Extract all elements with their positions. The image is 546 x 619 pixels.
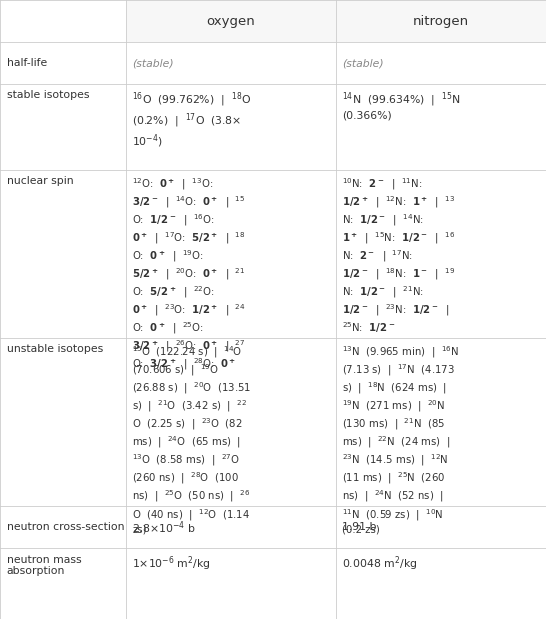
Text: nitrogen: nitrogen — [413, 14, 469, 28]
Text: 0.0048 m$^2$/kg: 0.0048 m$^2$/kg — [342, 555, 418, 573]
Text: $^{12}$O:  $\mathbf{0^+}$  |  $^{13}$O:
$\mathbf{3/2^-}$  |  $^{14}$O:  $\mathbf: $^{12}$O: $\mathbf{0^+}$ | $^{13}$O: $\m… — [132, 176, 246, 372]
Text: half-life: half-life — [7, 58, 47, 68]
Text: 1.91 b: 1.91 b — [342, 522, 377, 532]
Text: nuclear spin: nuclear spin — [7, 176, 73, 186]
Text: $1{\times}10^{-6}$ m$^2$/kg: $1{\times}10^{-6}$ m$^2$/kg — [132, 555, 211, 573]
Text: $^{16}$O  (99.762%)  |  $^{18}$O
(0.2%)  |  $^{17}$O  (3.8×
10$^{-4}$): $^{16}$O (99.762%) | $^{18}$O (0.2%) | $… — [132, 90, 251, 150]
Text: $^{14}$N  (99.634%)  |  $^{15}$N
(0.366%): $^{14}$N (99.634%) | $^{15}$N (0.366%) — [342, 90, 461, 121]
Text: $2.8{\times}10^{-4}$ b: $2.8{\times}10^{-4}$ b — [132, 519, 195, 535]
Text: $^{13}$N  (9.965 min)  |  $^{16}$N
(7.13 s)  |  $^{17}$N  (4.173
s)  |  $^{18}$N: $^{13}$N (9.965 min) | $^{16}$N (7.13 s)… — [342, 344, 459, 534]
Text: $^{15}$O  (122.24 s)  |  $^{14}$O
(70.606 s)  |  $^{19}$O
(26.88 s)  |  $^{20}$O: $^{15}$O (122.24 s) | $^{14}$O (70.606 s… — [132, 344, 251, 534]
Bar — [336, 0, 546, 42]
Bar — [126, 0, 336, 42]
Text: stable isotopes: stable isotopes — [7, 90, 89, 100]
Text: unstable isotopes: unstable isotopes — [7, 344, 103, 354]
Text: (stable): (stable) — [132, 58, 174, 68]
Text: (stable): (stable) — [342, 58, 384, 68]
Text: $^{10}$N:  $\mathbf{2^-}$  |  $^{11}$N:
$\mathbf{1/2^+}$  |  $^{12}$N:  $\mathbf: $^{10}$N: $\mathbf{2^-}$ | $^{11}$N: $\m… — [342, 176, 455, 335]
Text: oxygen: oxygen — [206, 14, 255, 28]
Text: neutron mass
absorption: neutron mass absorption — [7, 555, 81, 576]
Text: neutron cross-section: neutron cross-section — [7, 522, 124, 532]
